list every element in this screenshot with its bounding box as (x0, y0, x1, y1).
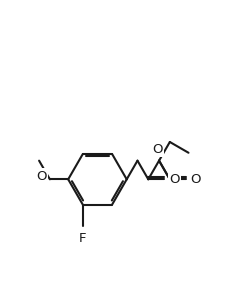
Text: O: O (168, 173, 179, 186)
Text: F: F (79, 232, 86, 245)
Text: O: O (36, 170, 46, 183)
Text: O: O (190, 173, 200, 186)
Text: O: O (152, 143, 162, 156)
